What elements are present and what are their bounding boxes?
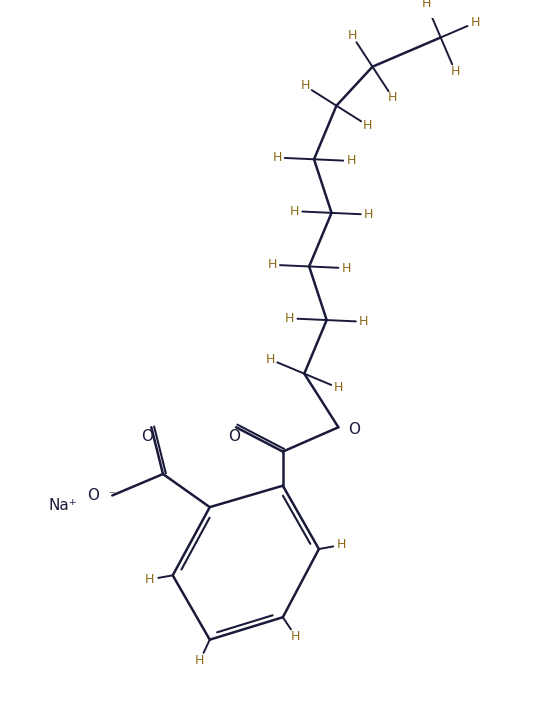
Text: H: H	[363, 119, 372, 132]
Text: H: H	[421, 0, 431, 10]
Text: Na⁺: Na⁺	[48, 498, 77, 512]
Text: H: H	[195, 654, 205, 667]
Text: ⁻: ⁻	[108, 489, 115, 502]
Text: O: O	[142, 430, 153, 444]
Text: H: H	[451, 65, 460, 78]
Text: H: H	[471, 16, 481, 29]
Text: H: H	[290, 205, 299, 218]
Text: O: O	[348, 422, 360, 437]
Text: H: H	[337, 538, 347, 551]
Text: H: H	[334, 382, 343, 394]
Text: H: H	[346, 155, 356, 167]
Text: H: H	[364, 208, 373, 221]
Text: H: H	[272, 151, 281, 164]
Text: H: H	[300, 79, 310, 92]
Text: H: H	[285, 312, 294, 325]
Text: O: O	[228, 430, 240, 444]
Text: O: O	[87, 488, 98, 503]
Text: H: H	[145, 573, 154, 586]
Text: H: H	[347, 30, 357, 42]
Text: H: H	[359, 315, 368, 328]
Text: H: H	[268, 258, 277, 271]
Text: H: H	[291, 630, 300, 643]
Text: H: H	[388, 91, 398, 104]
Text: H: H	[265, 353, 275, 366]
Text: H: H	[341, 262, 351, 275]
